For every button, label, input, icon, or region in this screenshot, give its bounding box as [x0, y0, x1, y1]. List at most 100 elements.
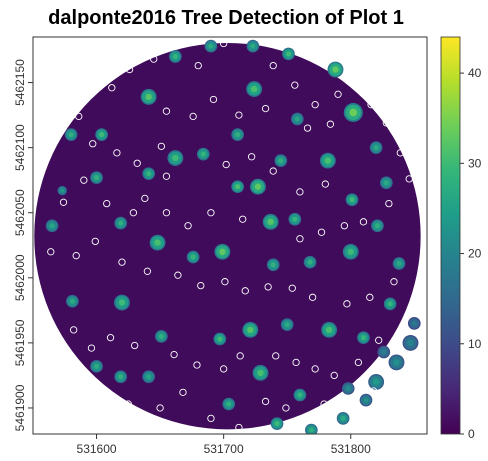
detected-tree-marker	[375, 336, 383, 344]
detected-tree-marker	[317, 228, 326, 236]
detected-tree-marker	[184, 222, 192, 230]
tree-crown	[95, 128, 108, 141]
y-tick-label: 5461900	[13, 384, 27, 431]
detected-tree-marker	[209, 95, 218, 104]
tree-crown-core	[257, 369, 264, 377]
tree-crown	[371, 219, 384, 233]
colorbar-ticks: 0 10 20 30 40	[460, 66, 482, 441]
tree-crown	[222, 397, 236, 411]
tree-crown	[321, 321, 338, 338]
detected-tree-marker	[131, 341, 139, 350]
tree-crown	[282, 47, 295, 61]
detected-tree-marker	[219, 365, 228, 373]
detected-tree-marker	[396, 149, 404, 157]
tree-crown-core	[374, 223, 380, 229]
tree-crown-core	[332, 66, 339, 73]
tree-crown-core	[235, 132, 241, 138]
tree-crown-core	[219, 248, 226, 255]
detected-tree-marker	[156, 404, 164, 412]
tree-crown	[319, 152, 336, 169]
detected-tree-marker	[291, 81, 299, 89]
tree-crown-core	[69, 298, 75, 304]
tree-crown-core	[250, 85, 258, 93]
tree-crown-core	[250, 43, 256, 49]
detected-tree-marker	[292, 358, 300, 367]
tree-crown-core	[345, 385, 351, 391]
tree-crown	[231, 180, 244, 194]
tree-crown-core	[381, 349, 387, 355]
detected-tree-marker	[170, 350, 178, 359]
detected-tree-marker	[247, 153, 256, 161]
detected-tree-marker	[91, 237, 99, 246]
tree-crown	[90, 359, 103, 373]
tree-crowns-layer	[45, 39, 421, 434]
detected-tree-marker	[404, 352, 412, 360]
detected-tree-marker	[162, 107, 171, 115]
detected-tree-marker	[311, 101, 319, 109]
detected-tree-marker	[239, 215, 247, 223]
chart-title: dalponte2016 Tree Detection of Plot 1	[48, 7, 404, 29]
tree-crown	[379, 176, 393, 190]
tree-crown-core	[226, 401, 232, 407]
detected-tree-marker	[308, 293, 317, 301]
tree-crown	[342, 243, 359, 260]
detected-tree-marker	[106, 334, 115, 342]
tree-crown-core	[118, 374, 124, 380]
tree-crown	[407, 317, 421, 330]
tree-crown	[336, 412, 350, 425]
detected-tree-marker	[386, 371, 394, 380]
tree-crown	[64, 128, 78, 141]
tree-crown-core	[383, 180, 389, 186]
tree-crown-core	[278, 158, 284, 164]
plot-area	[32, 36, 428, 435]
tree-crown-core	[285, 51, 292, 57]
detected-tree-marker	[87, 344, 96, 352]
tree-crown-core	[363, 397, 369, 403]
detected-tree-marker	[385, 199, 393, 208]
tree-crown-core	[190, 254, 196, 260]
detected-tree-marker	[125, 65, 134, 74]
detected-tree-marker	[207, 209, 215, 217]
detected-tree-marker	[311, 52, 319, 61]
detected-tree-marker	[397, 326, 406, 334]
detected-tree-marker	[382, 119, 390, 127]
tree-crown-core	[372, 378, 380, 386]
tree-crown	[293, 388, 307, 402]
x-tick-label: 531700	[204, 442, 244, 456]
tree-crown-core	[154, 239, 161, 246]
detected-tree-marker	[334, 90, 342, 98]
detected-tree-marker	[124, 400, 132, 408]
tree-crown-core	[158, 333, 164, 339]
colorbar-tick-label: 30	[468, 156, 482, 170]
tree-crown-core	[254, 183, 262, 190]
plot-frame	[32, 36, 428, 435]
tree-crown-core	[217, 336, 223, 342]
detected-tree-marker	[269, 61, 277, 70]
x-tick-label: 531800	[331, 442, 371, 456]
detected-tree-marker	[162, 209, 171, 217]
tree-crown-core	[324, 157, 332, 164]
tree-crown-core	[267, 218, 274, 226]
detected-tree-marker	[80, 176, 88, 184]
tree-crown	[369, 141, 383, 154]
tree-crown-core	[118, 299, 126, 306]
detected-tree-marker	[261, 104, 270, 113]
detected-tree-marker	[390, 278, 398, 286]
tree-crown-core	[307, 259, 313, 265]
tree-crown	[213, 332, 227, 346]
detected-tree-marker	[235, 111, 243, 119]
detected-tree-marker	[193, 361, 201, 369]
tree-crown	[280, 318, 294, 332]
tree-crown-core	[94, 175, 100, 181]
tree-crown	[186, 250, 200, 264]
detected-tree-marker	[330, 371, 338, 380]
tree-crown	[377, 345, 391, 359]
tree-crown	[262, 213, 279, 230]
tree-crown	[196, 147, 210, 161]
detected-tree-marker	[354, 358, 363, 367]
detected-tree-marker	[47, 248, 55, 256]
colorbar: 0 10 20 30 40	[440, 36, 482, 441]
tree-crown	[327, 61, 344, 78]
tree-crown	[345, 193, 359, 207]
tree-crown-core	[60, 188, 65, 193]
